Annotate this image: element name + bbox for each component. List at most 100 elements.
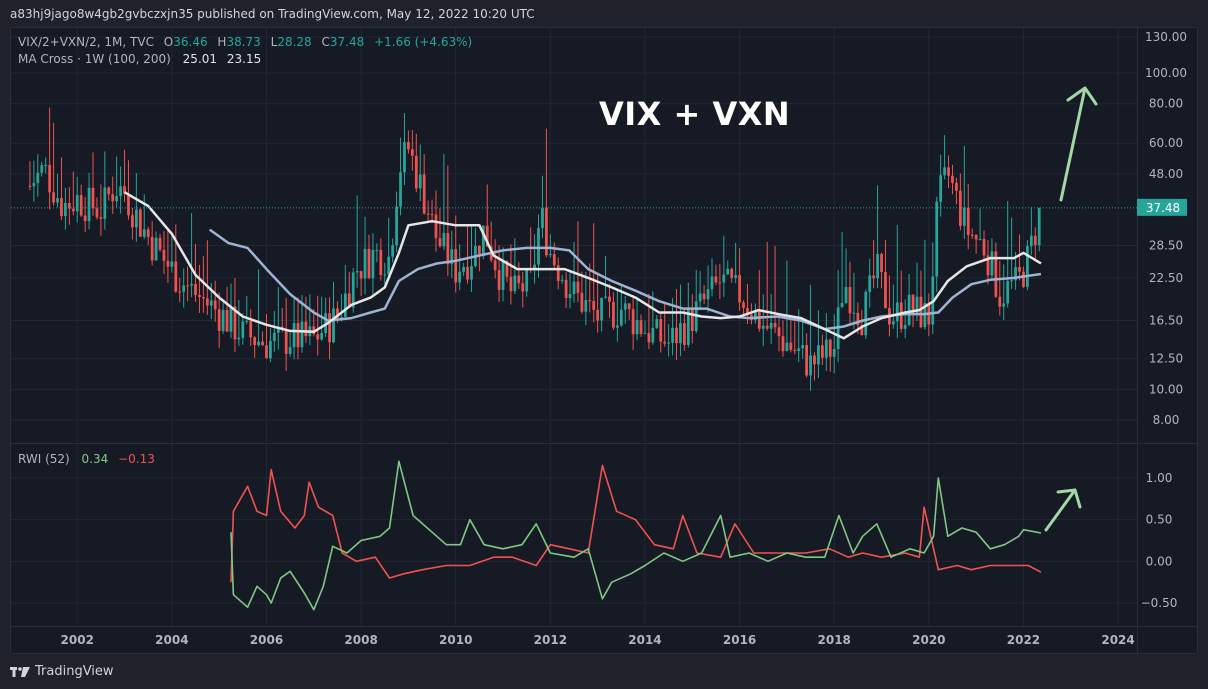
- candle-body: [761, 325, 765, 329]
- legend-symbol[interactable]: VIX/2+VXN/2, 1M, TVC: [18, 35, 154, 49]
- tradingview-footer[interactable]: TradingView: [10, 664, 114, 679]
- candle-body: [706, 289, 710, 300]
- candle-body: [517, 275, 521, 284]
- candle-body: [722, 274, 726, 283]
- candle-body: [64, 202, 67, 217]
- candle-body: [572, 281, 576, 295]
- candle-body: [363, 248, 367, 279]
- candle-body: [939, 175, 943, 202]
- candle-body: [935, 201, 939, 277]
- legend-open-label: O: [163, 35, 174, 49]
- candle-body: [907, 294, 911, 325]
- candle-body: [746, 307, 749, 315]
- candle-body: [1026, 246, 1029, 287]
- candle-body: [292, 323, 296, 348]
- candle-body: [789, 342, 793, 350]
- published-line: a83hj9jago8w4gb2gvbczxjn35 published on …: [10, 7, 535, 21]
- candle-body: [675, 327, 678, 344]
- x-tick-label: 2014: [628, 633, 661, 647]
- candle-body: [943, 167, 946, 176]
- candle-body: [493, 260, 497, 271]
- candle-body: [588, 300, 592, 302]
- candle-body: [450, 249, 454, 265]
- candle-body: [52, 192, 55, 203]
- up-arrow-icon: [1044, 488, 1082, 532]
- candle-body: [71, 208, 75, 212]
- candle-body: [592, 301, 596, 310]
- candle-body: [659, 319, 663, 342]
- footer-brand: TradingView: [35, 664, 114, 679]
- ma-fast-value: 25.01: [182, 52, 218, 66]
- candle-body: [458, 271, 462, 283]
- candle-body: [426, 213, 430, 215]
- candle-body: [497, 270, 501, 290]
- candle-body: [336, 308, 339, 318]
- candle-body: [734, 275, 738, 278]
- legend-change: +1.66 (+4.63%): [374, 35, 473, 49]
- candle-body: [422, 174, 426, 214]
- candle-body: [635, 320, 639, 335]
- candle-body: [32, 183, 36, 187]
- candle-body: [217, 309, 221, 331]
- candle-body: [655, 319, 659, 328]
- candle-body: [119, 186, 122, 197]
- candle-body: [328, 313, 331, 343]
- candle-body: [237, 337, 241, 340]
- candle-body: [643, 333, 647, 335]
- candle-body: [683, 323, 686, 345]
- candle-body: [765, 325, 769, 329]
- legend-close-label: C: [321, 35, 330, 49]
- candle-body: [245, 320, 249, 322]
- candle-body: [966, 207, 970, 235]
- main-legend: VIX/2+VXN/2, 1M, TVC O36.46 H38.73 L28.2…: [18, 35, 472, 49]
- rwi-tick-label: −0.50: [1141, 596, 1178, 610]
- y-tick-label: 130.00: [1145, 30, 1187, 44]
- candle-body: [1033, 235, 1037, 246]
- legend-low-value: 28.28: [277, 35, 312, 49]
- candle-body: [343, 293, 347, 317]
- x-tick-label: 2002: [61, 633, 94, 647]
- chart-frame[interactable]: [10, 27, 1198, 654]
- candle-body: [970, 234, 974, 236]
- x-tick-label: 2020: [912, 633, 945, 647]
- ma-fast-line: [123, 191, 1042, 340]
- candle-body: [410, 149, 414, 156]
- candle-body: [679, 323, 682, 344]
- candle-body: [1029, 235, 1033, 247]
- legend-close-value: 37.48: [329, 35, 365, 49]
- candle-body: [955, 182, 958, 191]
- candle-body: [190, 283, 193, 286]
- candle-body: [418, 174, 422, 189]
- rwi-legend: RWI (52) 0.34 −0.13: [18, 452, 155, 466]
- candle-body: [213, 300, 217, 310]
- candle-body: [647, 333, 651, 343]
- rwi-label[interactable]: RWI (52): [18, 452, 70, 466]
- candle-body: [978, 238, 982, 240]
- y-tick-label: 60.00: [1149, 136, 1183, 150]
- candle-body: [509, 276, 513, 292]
- candle-body: [612, 301, 615, 328]
- candle-body: [438, 238, 442, 247]
- candle-body: [347, 293, 351, 308]
- candle-body: [552, 254, 556, 266]
- candle-body: [99, 217, 103, 219]
- candle-body: [296, 323, 300, 348]
- candle-body: [982, 238, 986, 256]
- candle-body: [639, 320, 643, 334]
- y-tick-label: 28.50: [1149, 238, 1183, 252]
- candle-body: [868, 275, 872, 292]
- ma-cross-label[interactable]: MA Cross · 1W (100, 200): [18, 52, 171, 66]
- candle-body: [1037, 207, 1041, 246]
- candle-body: [202, 297, 205, 299]
- candle-body: [809, 355, 812, 376]
- candle-body: [828, 339, 832, 357]
- candle-body: [276, 326, 280, 333]
- candle-body: [698, 293, 702, 302]
- candle-body: [702, 293, 706, 300]
- candle-body: [166, 260, 170, 267]
- last-price-badge: [1137, 198, 1187, 216]
- candle-body: [505, 261, 509, 277]
- candle-body: [229, 306, 233, 332]
- candle-body: [407, 142, 410, 150]
